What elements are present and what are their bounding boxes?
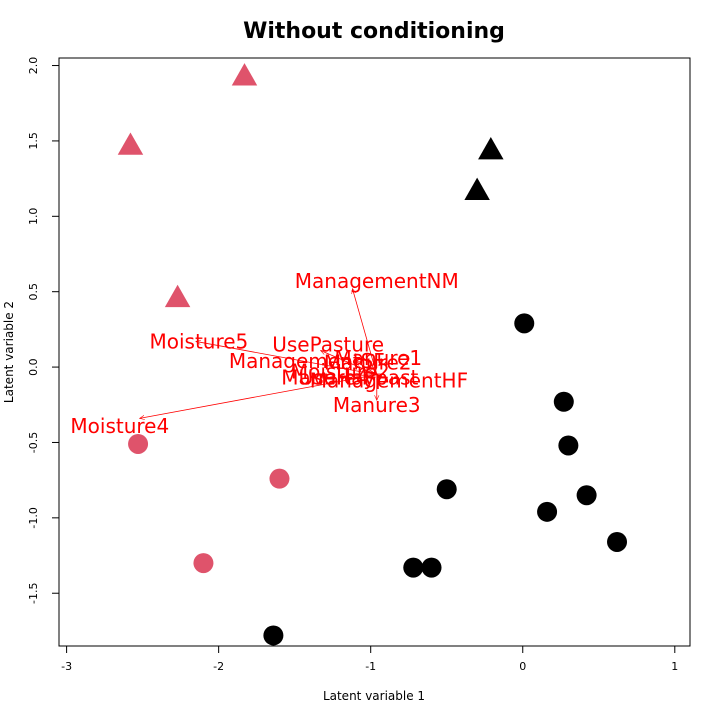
data-point-circle: [514, 313, 535, 334]
data-point-circle: [553, 391, 574, 412]
data-point-circle: [436, 479, 457, 500]
y-tick-label: -1.0: [27, 507, 40, 528]
variable-label: UsePasture: [272, 332, 384, 356]
data-point-triangle: [464, 177, 490, 201]
variable-arrow: [140, 374, 377, 419]
y-axis: -1.5 -1.0 -0.5 0.0 0.5 1.0 1.5 2.0: [27, 57, 60, 604]
data-point-circle: [193, 553, 214, 574]
variable-label: Manure4: [281, 366, 369, 390]
x-tick-label: -2: [213, 660, 224, 673]
y-tick-label: 0.0: [27, 358, 40, 376]
variable-arrow: [352, 289, 378, 375]
variable-arrow: [376, 375, 383, 378]
variable-arrow: [340, 375, 377, 377]
data-point-circle: [421, 557, 442, 578]
variable-arrow: [196, 341, 377, 376]
y-tick-label: -1.5: [27, 582, 40, 603]
variable-arrows: [140, 289, 383, 419]
data-point-triangle: [478, 136, 504, 160]
variable-label: Manure2: [324, 351, 412, 375]
variable-arrow: [355, 361, 377, 375]
variable-label: Manure1: [334, 346, 422, 370]
x-tick-label: 1: [671, 660, 678, 673]
variable-arrow: [368, 375, 377, 378]
variable-labels: ManagementNM Moisture5 Moisture4 UsePasture…: [70, 269, 468, 438]
data-point-circle: [128, 433, 149, 454]
x-tick-label: -3: [61, 660, 72, 673]
variable-label: ManagementSF: [229, 349, 385, 373]
variable-label: Manure3: [333, 393, 421, 417]
variable-label: Moisture5: [149, 329, 248, 353]
y-tick-label: 1.5: [27, 132, 40, 150]
variable-label: ManagementNM: [295, 269, 459, 293]
data-point-circle: [607, 531, 628, 552]
data-point-circle: [537, 501, 558, 522]
data-point-circle: [263, 625, 284, 646]
data-points: [117, 63, 628, 646]
data-point-circle: [269, 468, 290, 489]
data-point-triangle: [231, 63, 258, 86]
chart-title: Without conditioning: [243, 19, 505, 44]
variable-label: UseHaypast: [299, 366, 419, 390]
data-point-circle: [576, 485, 597, 506]
data-point-circle: [558, 435, 579, 456]
x-axis: -3 -2 -1 0 1: [61, 645, 678, 673]
variable-label: Moisture2: [291, 360, 390, 384]
y-axis-title: Latent variable 2: [2, 301, 16, 403]
variable-label: Moisture4: [70, 414, 169, 438]
x-tick-label: 0: [519, 660, 526, 673]
variable-arrow: [370, 363, 378, 375]
y-tick-label: -0.5: [27, 432, 40, 453]
y-tick-label: 1.0: [27, 208, 40, 226]
data-point-triangle: [117, 132, 144, 155]
data-point-circle: [403, 557, 424, 578]
variable-label: ManagementHF: [310, 369, 468, 393]
data-point-triangle: [164, 284, 191, 308]
variable-arrow: [363, 370, 377, 375]
x-tick-label: -1: [365, 660, 376, 673]
y-tick-label: 2.0: [27, 57, 40, 75]
y-tick-label: 0.5: [27, 283, 40, 301]
x-axis-title: Latent variable 1: [323, 689, 425, 703]
